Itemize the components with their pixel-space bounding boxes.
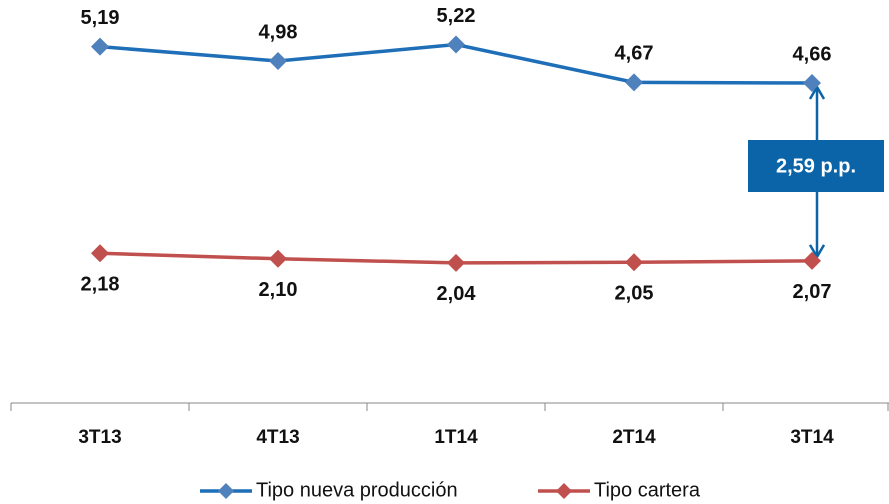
difference-arrow [808, 84, 826, 260]
data-label: 5,19 [81, 7, 120, 29]
data-label: 2,10 [259, 279, 298, 301]
data-label: 2,18 [81, 274, 120, 296]
data-label: 4,66 [793, 43, 832, 65]
data-label: 4,67 [615, 43, 654, 65]
marker [269, 52, 287, 71]
marker [625, 73, 643, 92]
legend-label: Tipo nueva producción [256, 479, 458, 501]
data-label: 2,05 [615, 283, 654, 305]
annotation: 2,59 p.p. [776, 155, 856, 177]
annotation-box [748, 140, 884, 192]
data-label: 4,98 [259, 21, 298, 43]
marker [625, 253, 643, 272]
legend-label: Tipo cartera [594, 479, 701, 501]
x-tick-label: 2T14 [612, 427, 656, 448]
data-label: 2,07 [793, 281, 832, 303]
arrow-head [808, 244, 826, 260]
x-tick-label: 1T14 [434, 427, 478, 448]
legend-marker [218, 483, 234, 499]
marker [91, 37, 109, 56]
x-tick-label: 3T13 [78, 427, 121, 448]
marker [803, 251, 821, 270]
marker [91, 244, 109, 263]
x-tick-label: 4T13 [256, 427, 299, 448]
x-tick-label: 3T14 [790, 427, 834, 448]
marker [803, 74, 821, 93]
marker [447, 35, 465, 54]
legend-marker [556, 483, 572, 499]
marker [269, 249, 287, 268]
data-label: 5,22 [437, 5, 476, 27]
data-label: 2,04 [437, 283, 477, 305]
marker [447, 253, 465, 272]
